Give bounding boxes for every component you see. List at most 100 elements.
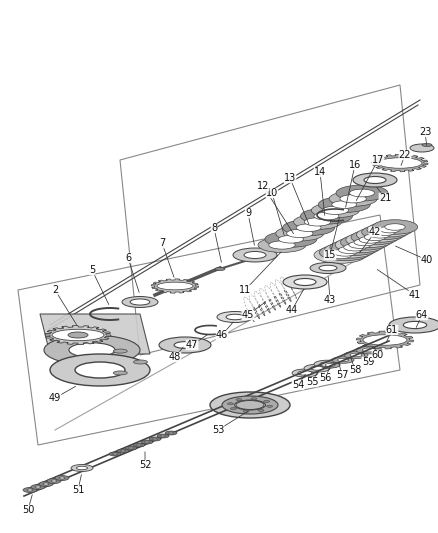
Text: 10: 10	[265, 188, 278, 198]
Ellipse shape	[226, 314, 244, 320]
Text: 22: 22	[398, 150, 410, 160]
Ellipse shape	[215, 268, 225, 271]
Ellipse shape	[362, 335, 406, 345]
Ellipse shape	[68, 332, 88, 338]
Text: 9: 9	[244, 208, 251, 218]
Text: 41: 41	[408, 290, 420, 300]
Ellipse shape	[350, 230, 398, 245]
Ellipse shape	[356, 227, 403, 242]
Ellipse shape	[318, 244, 370, 261]
Ellipse shape	[244, 252, 265, 259]
Ellipse shape	[130, 299, 149, 305]
Ellipse shape	[293, 279, 315, 286]
Text: 8: 8	[210, 223, 216, 233]
Ellipse shape	[209, 392, 290, 418]
Ellipse shape	[157, 282, 193, 290]
Text: 17: 17	[371, 155, 383, 165]
Ellipse shape	[174, 342, 195, 349]
Ellipse shape	[363, 176, 385, 183]
Ellipse shape	[128, 447, 133, 449]
Ellipse shape	[278, 236, 303, 243]
Text: 2: 2	[52, 285, 58, 295]
Ellipse shape	[258, 409, 263, 411]
Ellipse shape	[227, 403, 233, 405]
Ellipse shape	[335, 185, 387, 201]
Ellipse shape	[293, 214, 341, 229]
Ellipse shape	[75, 362, 125, 378]
Ellipse shape	[379, 226, 399, 233]
Ellipse shape	[297, 371, 311, 375]
Ellipse shape	[227, 398, 272, 412]
Ellipse shape	[310, 366, 323, 370]
Text: 58: 58	[348, 365, 360, 375]
Text: 43: 43	[323, 295, 336, 305]
Ellipse shape	[324, 364, 334, 367]
Text: 53: 53	[211, 425, 224, 435]
Text: 15: 15	[323, 250, 336, 260]
Ellipse shape	[266, 405, 272, 407]
Ellipse shape	[120, 450, 125, 452]
Ellipse shape	[275, 226, 323, 241]
Ellipse shape	[313, 360, 339, 368]
Text: 59: 59	[361, 357, 373, 367]
Ellipse shape	[403, 321, 426, 329]
Ellipse shape	[345, 232, 393, 247]
Ellipse shape	[282, 220, 334, 236]
Ellipse shape	[339, 195, 365, 203]
Ellipse shape	[109, 452, 121, 456]
Ellipse shape	[343, 351, 367, 359]
Ellipse shape	[333, 249, 356, 256]
Ellipse shape	[286, 229, 312, 238]
Ellipse shape	[364, 234, 385, 240]
Ellipse shape	[152, 438, 157, 440]
Ellipse shape	[76, 466, 87, 470]
Ellipse shape	[52, 329, 104, 341]
Polygon shape	[40, 314, 150, 354]
Ellipse shape	[50, 354, 150, 386]
Text: 7: 7	[159, 238, 165, 248]
Ellipse shape	[71, 464, 93, 472]
Ellipse shape	[39, 481, 53, 487]
Ellipse shape	[321, 206, 348, 214]
Ellipse shape	[291, 369, 317, 377]
Ellipse shape	[133, 360, 147, 364]
Polygon shape	[371, 154, 427, 172]
Ellipse shape	[141, 440, 153, 444]
Text: 21: 21	[378, 193, 390, 203]
Ellipse shape	[264, 231, 316, 247]
Text: 48: 48	[169, 352, 181, 362]
Ellipse shape	[47, 479, 61, 483]
Ellipse shape	[319, 362, 333, 366]
Polygon shape	[45, 326, 111, 344]
Ellipse shape	[348, 241, 370, 248]
Ellipse shape	[313, 212, 338, 220]
Ellipse shape	[160, 435, 165, 437]
Ellipse shape	[324, 242, 374, 258]
Ellipse shape	[377, 158, 421, 168]
Ellipse shape	[366, 222, 412, 237]
Ellipse shape	[300, 208, 352, 224]
Text: 61: 61	[385, 325, 397, 335]
Ellipse shape	[251, 398, 256, 400]
Text: 56: 56	[318, 373, 330, 383]
Ellipse shape	[304, 218, 330, 226]
Ellipse shape	[349, 189, 374, 197]
Ellipse shape	[329, 239, 379, 255]
Ellipse shape	[358, 236, 380, 243]
Ellipse shape	[371, 220, 417, 235]
Ellipse shape	[235, 399, 241, 401]
Text: 57: 57	[335, 370, 347, 380]
Ellipse shape	[43, 483, 49, 485]
Ellipse shape	[328, 251, 351, 259]
Polygon shape	[151, 279, 198, 293]
Ellipse shape	[409, 144, 433, 152]
Ellipse shape	[388, 317, 438, 333]
Ellipse shape	[318, 265, 336, 271]
Ellipse shape	[148, 437, 161, 441]
Ellipse shape	[216, 311, 252, 322]
Text: 64: 64	[415, 310, 427, 320]
Ellipse shape	[318, 197, 369, 213]
Text: 45: 45	[241, 310, 254, 320]
Ellipse shape	[355, 346, 381, 354]
Text: 47: 47	[185, 340, 198, 350]
